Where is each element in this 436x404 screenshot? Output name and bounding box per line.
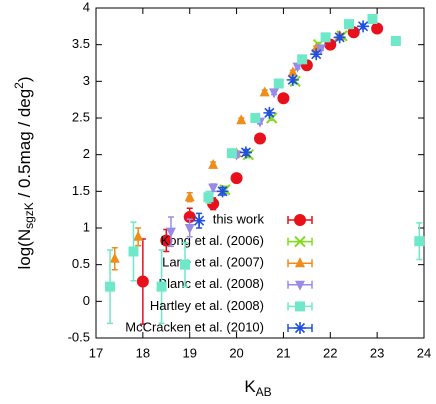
x-axis-label: KAB <box>244 377 271 399</box>
point <box>292 62 303 73</box>
point <box>273 78 284 89</box>
point <box>216 185 229 198</box>
point <box>295 301 305 312</box>
point <box>165 227 176 238</box>
y-tick-label: -0.5 <box>68 329 90 344</box>
x-tick-label: 23 <box>370 345 384 360</box>
x-label-sub: AB <box>256 385 272 399</box>
point <box>347 26 360 39</box>
point <box>297 54 308 65</box>
point <box>287 66 298 77</box>
point <box>315 44 326 55</box>
point <box>180 259 191 270</box>
point <box>277 92 290 105</box>
plot-frame <box>95 7 425 339</box>
point <box>184 191 195 202</box>
point <box>333 31 346 44</box>
point <box>254 132 266 145</box>
y-tick-label: 1.5 <box>72 183 90 198</box>
y-tick-label: 2 <box>83 146 90 161</box>
point <box>294 235 306 248</box>
point <box>294 322 306 334</box>
legend-label: Kong et al. (2006) <box>161 233 264 248</box>
y-label-sup: 2 <box>12 82 26 89</box>
y-label-sub: sgzK <box>22 202 36 229</box>
point <box>263 106 276 119</box>
point <box>136 275 149 288</box>
point <box>128 246 139 257</box>
point <box>105 281 116 292</box>
legend-label: this work <box>213 211 265 226</box>
x-tick-label: 21 <box>276 345 290 360</box>
x-tick-label: 20 <box>229 345 243 360</box>
y-tick-label: 3.5 <box>72 36 90 51</box>
x-tick-label: 17 <box>89 345 103 360</box>
point <box>203 192 214 203</box>
point <box>269 88 280 99</box>
legend-label: Hartley et al. (2008) <box>150 298 264 313</box>
point <box>193 214 206 227</box>
point <box>367 14 378 24</box>
point <box>230 172 243 185</box>
x-label-part: K <box>244 377 256 396</box>
legend-label: McCracken et al. (2010) <box>125 319 264 334</box>
y-label-part: / 0.5mag / deg <box>15 89 34 202</box>
point <box>184 224 195 234</box>
y-tick-label: 3 <box>83 73 90 88</box>
point <box>133 230 144 241</box>
point <box>310 48 323 61</box>
point <box>390 36 401 46</box>
point <box>371 22 384 35</box>
point <box>320 32 331 43</box>
point <box>414 236 425 247</box>
point <box>295 280 305 291</box>
y-tick-label: 2.5 <box>72 109 90 124</box>
y-axis-label: log(NsgzK / 0.5mag / deg2) <box>12 76 36 269</box>
x-tick-label: 18 <box>136 345 150 360</box>
legend-label: Lane et al. (2007) <box>162 255 264 270</box>
point <box>239 146 252 159</box>
point <box>183 211 196 223</box>
point <box>160 234 173 247</box>
y-tick-label: 1 <box>83 219 90 234</box>
point <box>208 158 219 169</box>
x-tick-label: 24 <box>417 345 431 360</box>
y-label-part: log(N <box>15 229 34 270</box>
point <box>357 20 370 33</box>
legend-label: Blanc et al. (2008) <box>158 276 264 291</box>
point <box>109 252 120 263</box>
x-tick-label: 19 <box>182 345 196 360</box>
y-tick-label: 0.5 <box>72 256 90 271</box>
x-tick-label: 22 <box>323 345 337 360</box>
y-tick-label: 0 <box>83 293 90 308</box>
point <box>344 19 355 30</box>
point <box>250 113 261 123</box>
point <box>294 214 306 226</box>
y-tick-label: 4 <box>83 0 90 14</box>
point <box>295 257 305 268</box>
point <box>208 183 219 194</box>
y-label-part: ) <box>15 76 34 82</box>
point <box>286 73 299 86</box>
point <box>236 114 247 125</box>
point <box>259 86 270 97</box>
point <box>226 148 237 159</box>
point <box>156 281 167 292</box>
